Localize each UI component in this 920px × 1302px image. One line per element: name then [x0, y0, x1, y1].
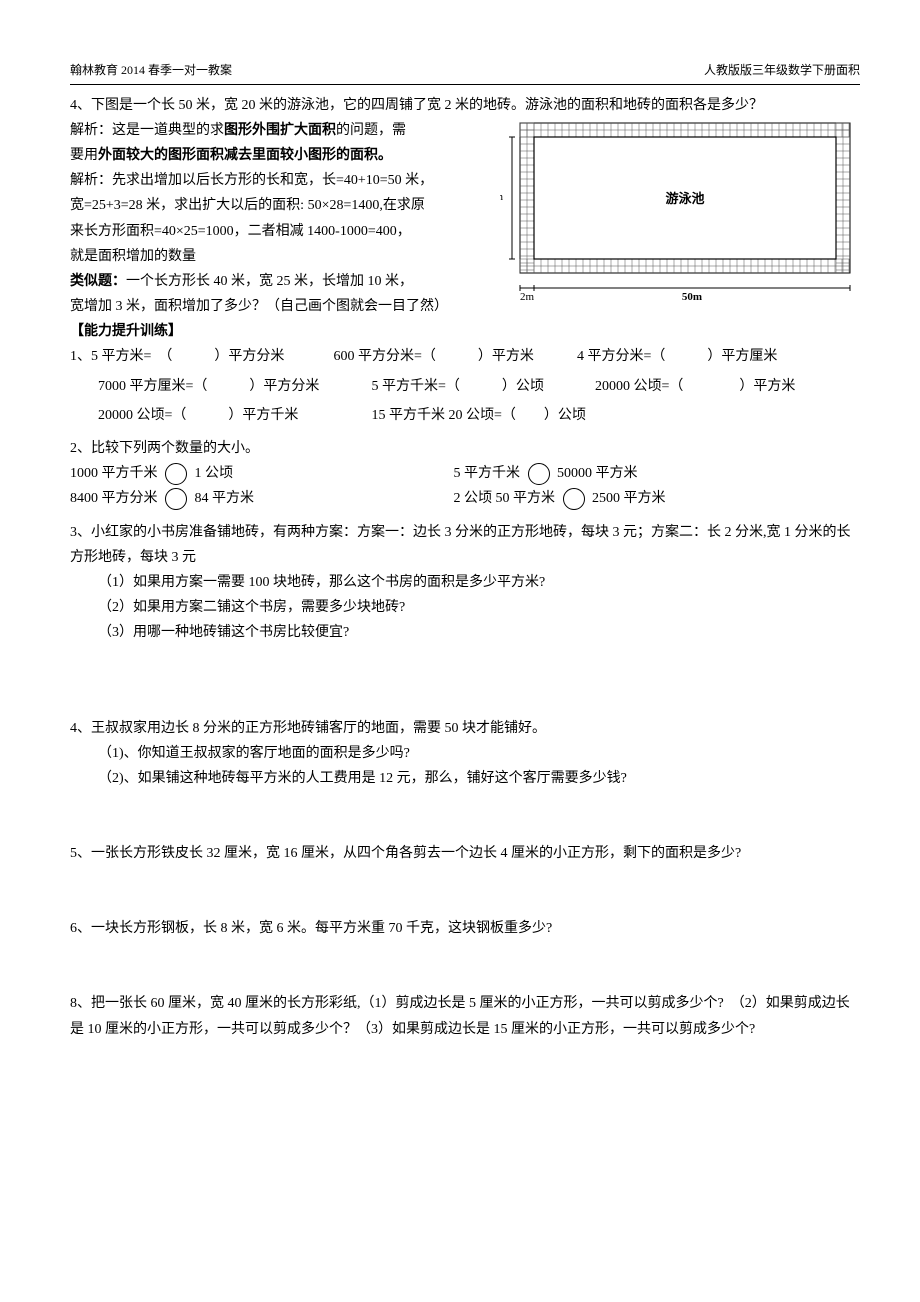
pool-label: 游泳池 [665, 191, 704, 206]
q1-blank: 600 平方分米=（ ）平方米 [334, 344, 574, 369]
question-3: 3、小红家的小书房准备铺地砖，有两种方案：方案一：边长 3 分米的正方形地砖，每… [70, 520, 860, 646]
q2-row-2: 8400 平方分米 84 平方米 2 公顷 50 平方米 2500 平方米 [70, 486, 860, 511]
width-label: 50m [682, 291, 702, 303]
q2-row-1: 1000 平方千米 1 公顷 5 平方千米 50000 平方米 [70, 461, 860, 486]
q2-title: 2、比较下列两个数量的大小。 [70, 436, 860, 461]
q3-sub-1: （1）如果用方案一需要 100 块地砖，那么这个书房的面积是多少平方米? [70, 570, 860, 595]
q4-sub-1: （1)、你知道王叔叔家的客厅地面的面积是多少吗? [70, 741, 860, 766]
compare-left: 5 平方千米 [454, 466, 521, 481]
q1-row-1: 1、5 平方米= （ ）平方分米 600 平方分米=（ ）平方米 4 平方分米=… [70, 344, 860, 369]
bold-fragment: 外面较大的图形面积减去里面较小图形的面积。 [98, 148, 392, 163]
compare-pair: 2 公顷 50 平方米 2500 平方米 [454, 491, 666, 506]
compare-left: 8400 平方分米 [70, 491, 158, 506]
text-fragment: 一个长方形长 40 米，宽 25 米，长增加 10 米， [126, 274, 413, 289]
q3-sub-2: （2）如果用方案二铺这个书房，需要多少块地砖? [70, 595, 860, 620]
height-label: 20m [500, 191, 503, 203]
q1-blank: 20000 公顷=（ ）平方千米 [98, 403, 368, 428]
compare-circle [165, 463, 187, 485]
analysis-line-5: 来长方形面积=40×25=1000，二者相减 1400-1000=400， [70, 219, 505, 244]
margin-label: 2m [520, 291, 535, 303]
q3-title: 3、小红家的小书房准备铺地砖，有两种方案：方案一：边长 3 分米的正方形地砖，每… [70, 520, 860, 570]
q1-blank: 4 平方分米=（ ）平方厘米 [577, 349, 777, 364]
compare-right: 50000 平方米 [557, 466, 638, 481]
q1-blank: 5 平方千米=（ ）公顷 [372, 374, 592, 399]
q1-blank: 7000 平方厘米=（ ）平方分米 [98, 374, 368, 399]
analysis-line-2: 要用外面较大的图形面积减去里面较小图形的面积。 [70, 143, 505, 168]
question-8: 8、把一张长 60 厘米，宽 40 厘米的长方形彩纸,（1）剪成边长是 5 厘米… [70, 991, 860, 1041]
analysis-line-6: 就是面积增加的数量 [70, 244, 505, 269]
text-fragment: 的问题，需 [336, 123, 406, 138]
text-fragment: 要用 [70, 148, 98, 163]
header-right: 人教版版三年级数学下册面积 [704, 60, 860, 82]
q1-row-3: 20000 公顷=（ ）平方千米 15 平方千米 20 公顷=（ ）公顷 [70, 403, 860, 428]
analysis-line-3: 解析：先求出增加以后长方形的长和宽，长=40+10=50 米， [70, 168, 505, 193]
ability-training-title: 【能力提升训练】 [70, 319, 860, 344]
problem-4-body: 解析：这是一道典型的求图形外围扩大面积的问题，需 要用外面较大的图形面积减去里面… [70, 118, 860, 320]
q3-sub-3: （3）用哪一种地砖铺这个书房比较便宜? [70, 620, 860, 645]
compare-left: 1000 平方千米 [70, 466, 158, 481]
problem-4-title: 4、下图是一个长 50 米，宽 20 米的游泳池，它的四周铺了宽 2 米的地砖。… [70, 93, 860, 118]
question-1: 1、5 平方米= （ ）平方分米 600 平方分米=（ ）平方米 4 平方分米=… [70, 344, 860, 428]
analysis-line-1: 解析：这是一道典型的求图形外围扩大面积的问题，需 [70, 118, 505, 143]
q1-row-2: 7000 平方厘米=（ ）平方分米 5 平方千米=（ ）公顷 20000 公顷=… [70, 374, 860, 399]
bold-label: 类似题： [70, 274, 126, 289]
compare-right: 1 公顷 [195, 466, 234, 481]
pool-svg: 游泳池 20m 50m 2m [500, 118, 860, 303]
question-2: 2、比较下列两个数量的大小。 1000 平方千米 1 公顷 5 平方千米 500… [70, 436, 860, 512]
page-header: 翰林教育 2014 春季一对一教案 人教版版三年级数学下册面积 [70, 60, 860, 85]
q4-sub-2: （2)、如果铺这种地砖每平方米的人工费用是 12 元，那么，铺好这个客厅需要多少… [70, 766, 860, 791]
similar-line-2: 宽增加 3 米，面积增加了多少？（自己画个图就会一目了然） [70, 294, 505, 319]
compare-circle [563, 488, 585, 510]
q1-blank: 1、5 平方米= （ ）平方分米 [70, 344, 330, 369]
question-5: 5、一张长方形铁皮长 32 厘米，宽 16 厘米，从四个角各剪去一个边长 4 厘… [70, 841, 860, 866]
q1-blank: 20000 公顷=（ ）平方米 [595, 379, 795, 394]
question-4: 4、王叔叔家用边长 8 分米的正方形地砖铺客厅的地面，需要 50 块才能铺好。 … [70, 716, 860, 792]
q4-title: 4、王叔叔家用边长 8 分米的正方形地砖铺客厅的地面，需要 50 块才能铺好。 [70, 716, 860, 741]
compare-right: 84 平方米 [195, 491, 255, 506]
compare-circle [528, 463, 550, 485]
problem-4-text: 解析：这是一道典型的求图形外围扩大面积的问题，需 要用外面较大的图形面积减去里面… [70, 118, 505, 320]
similar-line-1: 类似题：一个长方形长 40 米，宽 25 米，长增加 10 米， [70, 269, 505, 294]
bold-fragment: 图形外围扩大面积 [224, 123, 336, 138]
compare-right: 2500 平方米 [592, 491, 666, 506]
text-fragment: 解析：这是一道典型的求 [70, 123, 224, 138]
q1-blank: 15 平方千米 20 公顷=（ ）公顷 [372, 408, 586, 423]
analysis-line-4: 宽=25+3=28 米，求出扩大以后的面积: 50×28=1400,在求原 [70, 193, 505, 218]
compare-pair: 5 平方千米 50000 平方米 [454, 466, 638, 481]
header-left: 翰林教育 2014 春季一对一教案 [70, 60, 232, 82]
question-6: 6、一块长方形钢板，长 8 米，宽 6 米。每平方米重 70 千克，这块钢板重多… [70, 916, 860, 941]
compare-circle [165, 488, 187, 510]
compare-pair: 8400 平方分米 84 平方米 [70, 486, 450, 511]
pool-figure: 游泳池 20m 50m 2m [500, 118, 860, 303]
compare-pair: 1000 平方千米 1 公顷 [70, 461, 450, 486]
compare-left: 2 公顷 50 平方米 [454, 491, 556, 506]
